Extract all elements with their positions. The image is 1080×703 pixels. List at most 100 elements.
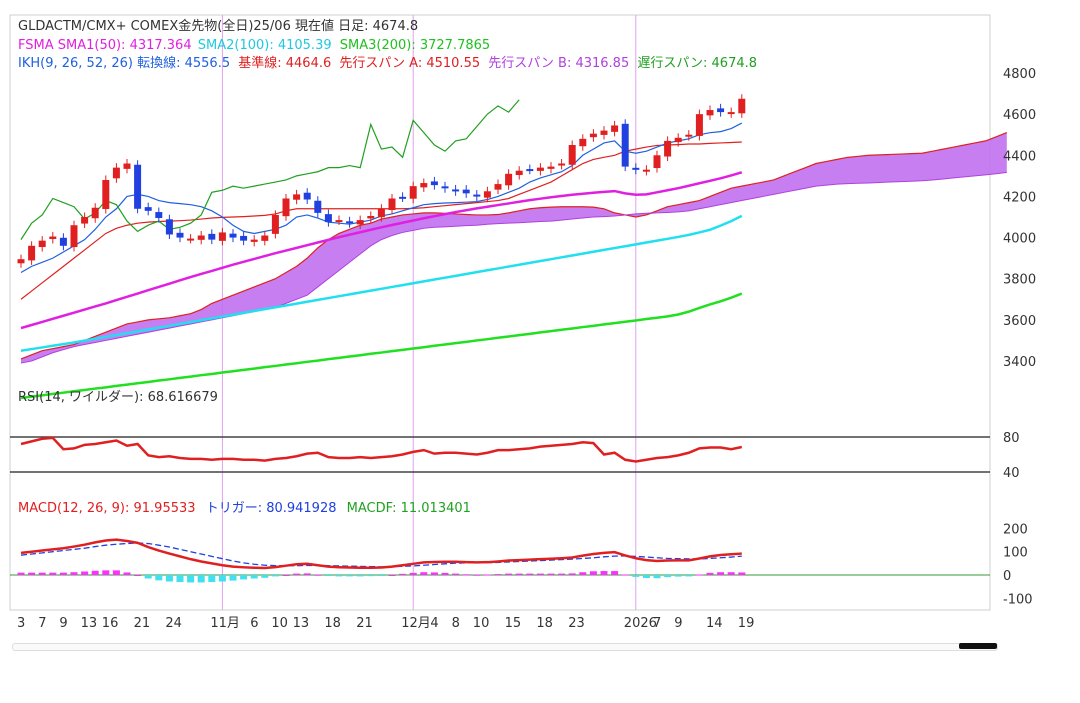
candle-body bbox=[38, 240, 46, 248]
axes: 4800460044004200400038003600340080402001… bbox=[17, 67, 1036, 631]
candle bbox=[123, 158, 131, 174]
macd-value-label: MACD(12, 26, 9): 91.95533 bbox=[18, 501, 196, 516]
candle-body bbox=[399, 196, 407, 199]
candle bbox=[473, 190, 481, 201]
candle-body bbox=[28, 245, 36, 261]
candle-body bbox=[611, 125, 619, 132]
macdf-bar bbox=[568, 573, 576, 575]
month-tick-label: 2026 bbox=[624, 616, 657, 631]
macdf-bar bbox=[38, 572, 46, 575]
candle-body bbox=[515, 170, 523, 176]
candle-body bbox=[314, 200, 322, 213]
macdf-bar bbox=[377, 575, 385, 576]
candle bbox=[420, 178, 428, 192]
candle-body bbox=[229, 233, 237, 238]
header-title: GLDACTM/CMX+ COMEX金先物(全日)25/06 現在値 日足: 4… bbox=[18, 18, 418, 34]
macdf-bar bbox=[558, 573, 566, 575]
date-tick-label: 13 bbox=[81, 616, 98, 631]
macdf-bar bbox=[685, 575, 693, 577]
macdf-bar bbox=[579, 572, 587, 575]
candle bbox=[653, 150, 661, 173]
candle-body bbox=[144, 207, 152, 211]
candle bbox=[706, 105, 714, 120]
candle bbox=[674, 133, 682, 147]
price-tick-label: 4000 bbox=[1003, 232, 1036, 247]
price-tick-label: 4600 bbox=[1003, 108, 1036, 123]
tenkan-legend: IKH(9, 26, 52, 26) 転換線: 4556.5 bbox=[18, 55, 230, 71]
candle bbox=[155, 207, 163, 223]
macdf-bar bbox=[240, 575, 248, 580]
candle bbox=[346, 216, 354, 228]
candle bbox=[494, 179, 502, 195]
candle bbox=[144, 202, 152, 216]
candle-body bbox=[356, 220, 364, 225]
candlesticks bbox=[17, 94, 746, 268]
candle-body bbox=[208, 233, 216, 240]
candle-body bbox=[17, 259, 25, 264]
candle-body bbox=[642, 169, 650, 172]
kumo-fill bbox=[21, 132, 1007, 364]
candle-body bbox=[452, 189, 460, 192]
macdf-bar bbox=[473, 574, 481, 576]
date-tick-label: 21 bbox=[134, 616, 151, 631]
candle-body bbox=[377, 208, 385, 218]
candle bbox=[282, 193, 290, 221]
ichimoku-cloud bbox=[21, 132, 1007, 364]
macdf-bar bbox=[112, 570, 120, 575]
macdf-bar bbox=[462, 574, 470, 576]
macdf-bar bbox=[81, 571, 89, 575]
macdf-bar bbox=[197, 575, 205, 583]
candle-body bbox=[547, 166, 555, 169]
macdf-bar bbox=[165, 575, 173, 582]
scrollbar-thumb[interactable] bbox=[959, 643, 997, 649]
macdf-bar bbox=[17, 572, 25, 575]
macdf-bar bbox=[282, 575, 290, 576]
candle-body bbox=[335, 220, 343, 223]
candle-body bbox=[621, 123, 629, 167]
macdf-bar bbox=[134, 575, 142, 576]
macdf-bar bbox=[388, 575, 396, 576]
macdf-bar bbox=[346, 575, 354, 577]
candle-body bbox=[579, 138, 587, 147]
grid bbox=[221, 15, 637, 610]
tenkan-line bbox=[20, 122, 743, 274]
macdf-bar bbox=[293, 573, 301, 575]
macdf-bar bbox=[218, 575, 226, 582]
candle bbox=[727, 107, 735, 118]
kijun-legend: 基準線: 4464.6 bbox=[238, 55, 331, 71]
trigger-value-label: トリガー: 80.941928 bbox=[206, 501, 337, 516]
candle-body bbox=[81, 217, 89, 224]
month-tick-label: 11月 bbox=[210, 616, 240, 631]
time-scrollbar[interactable] bbox=[12, 643, 998, 651]
macdf-bar bbox=[250, 575, 258, 579]
macdf-bar bbox=[324, 575, 332, 576]
candle bbox=[505, 169, 513, 190]
price-tick-label: 3400 bbox=[1003, 355, 1036, 370]
candle bbox=[208, 229, 216, 245]
candle-body bbox=[282, 198, 290, 217]
chikou-legend: 遅行スパン: 4674.8 bbox=[637, 56, 757, 71]
candle bbox=[600, 126, 608, 140]
candle-body bbox=[346, 221, 354, 224]
candle-body bbox=[674, 137, 682, 143]
date-tick-label: 8 bbox=[452, 616, 460, 631]
candle-body bbox=[536, 167, 544, 171]
candle bbox=[377, 204, 385, 222]
candle-body bbox=[664, 140, 672, 157]
date-tick-label: 6 bbox=[250, 616, 258, 631]
macdf-bar bbox=[494, 574, 502, 576]
macdf-bar bbox=[600, 571, 608, 575]
macdf-bar bbox=[314, 574, 322, 576]
sma1-legend: FSMA SMA1(50): 4317.364 bbox=[18, 38, 192, 53]
span-b-legend: 先行スパン B: 4316.85 bbox=[488, 56, 629, 71]
span-b-line bbox=[20, 171, 1007, 364]
candle bbox=[568, 140, 576, 170]
candle-body bbox=[59, 237, 67, 246]
macdf-bar bbox=[399, 573, 407, 575]
candle-body bbox=[558, 163, 566, 166]
span-a-line bbox=[20, 131, 1008, 360]
macdf-bar bbox=[695, 574, 703, 576]
date-tick-label: 10 bbox=[473, 616, 490, 631]
span-a-legend: 先行スパン A: 4510.55 bbox=[339, 56, 480, 71]
